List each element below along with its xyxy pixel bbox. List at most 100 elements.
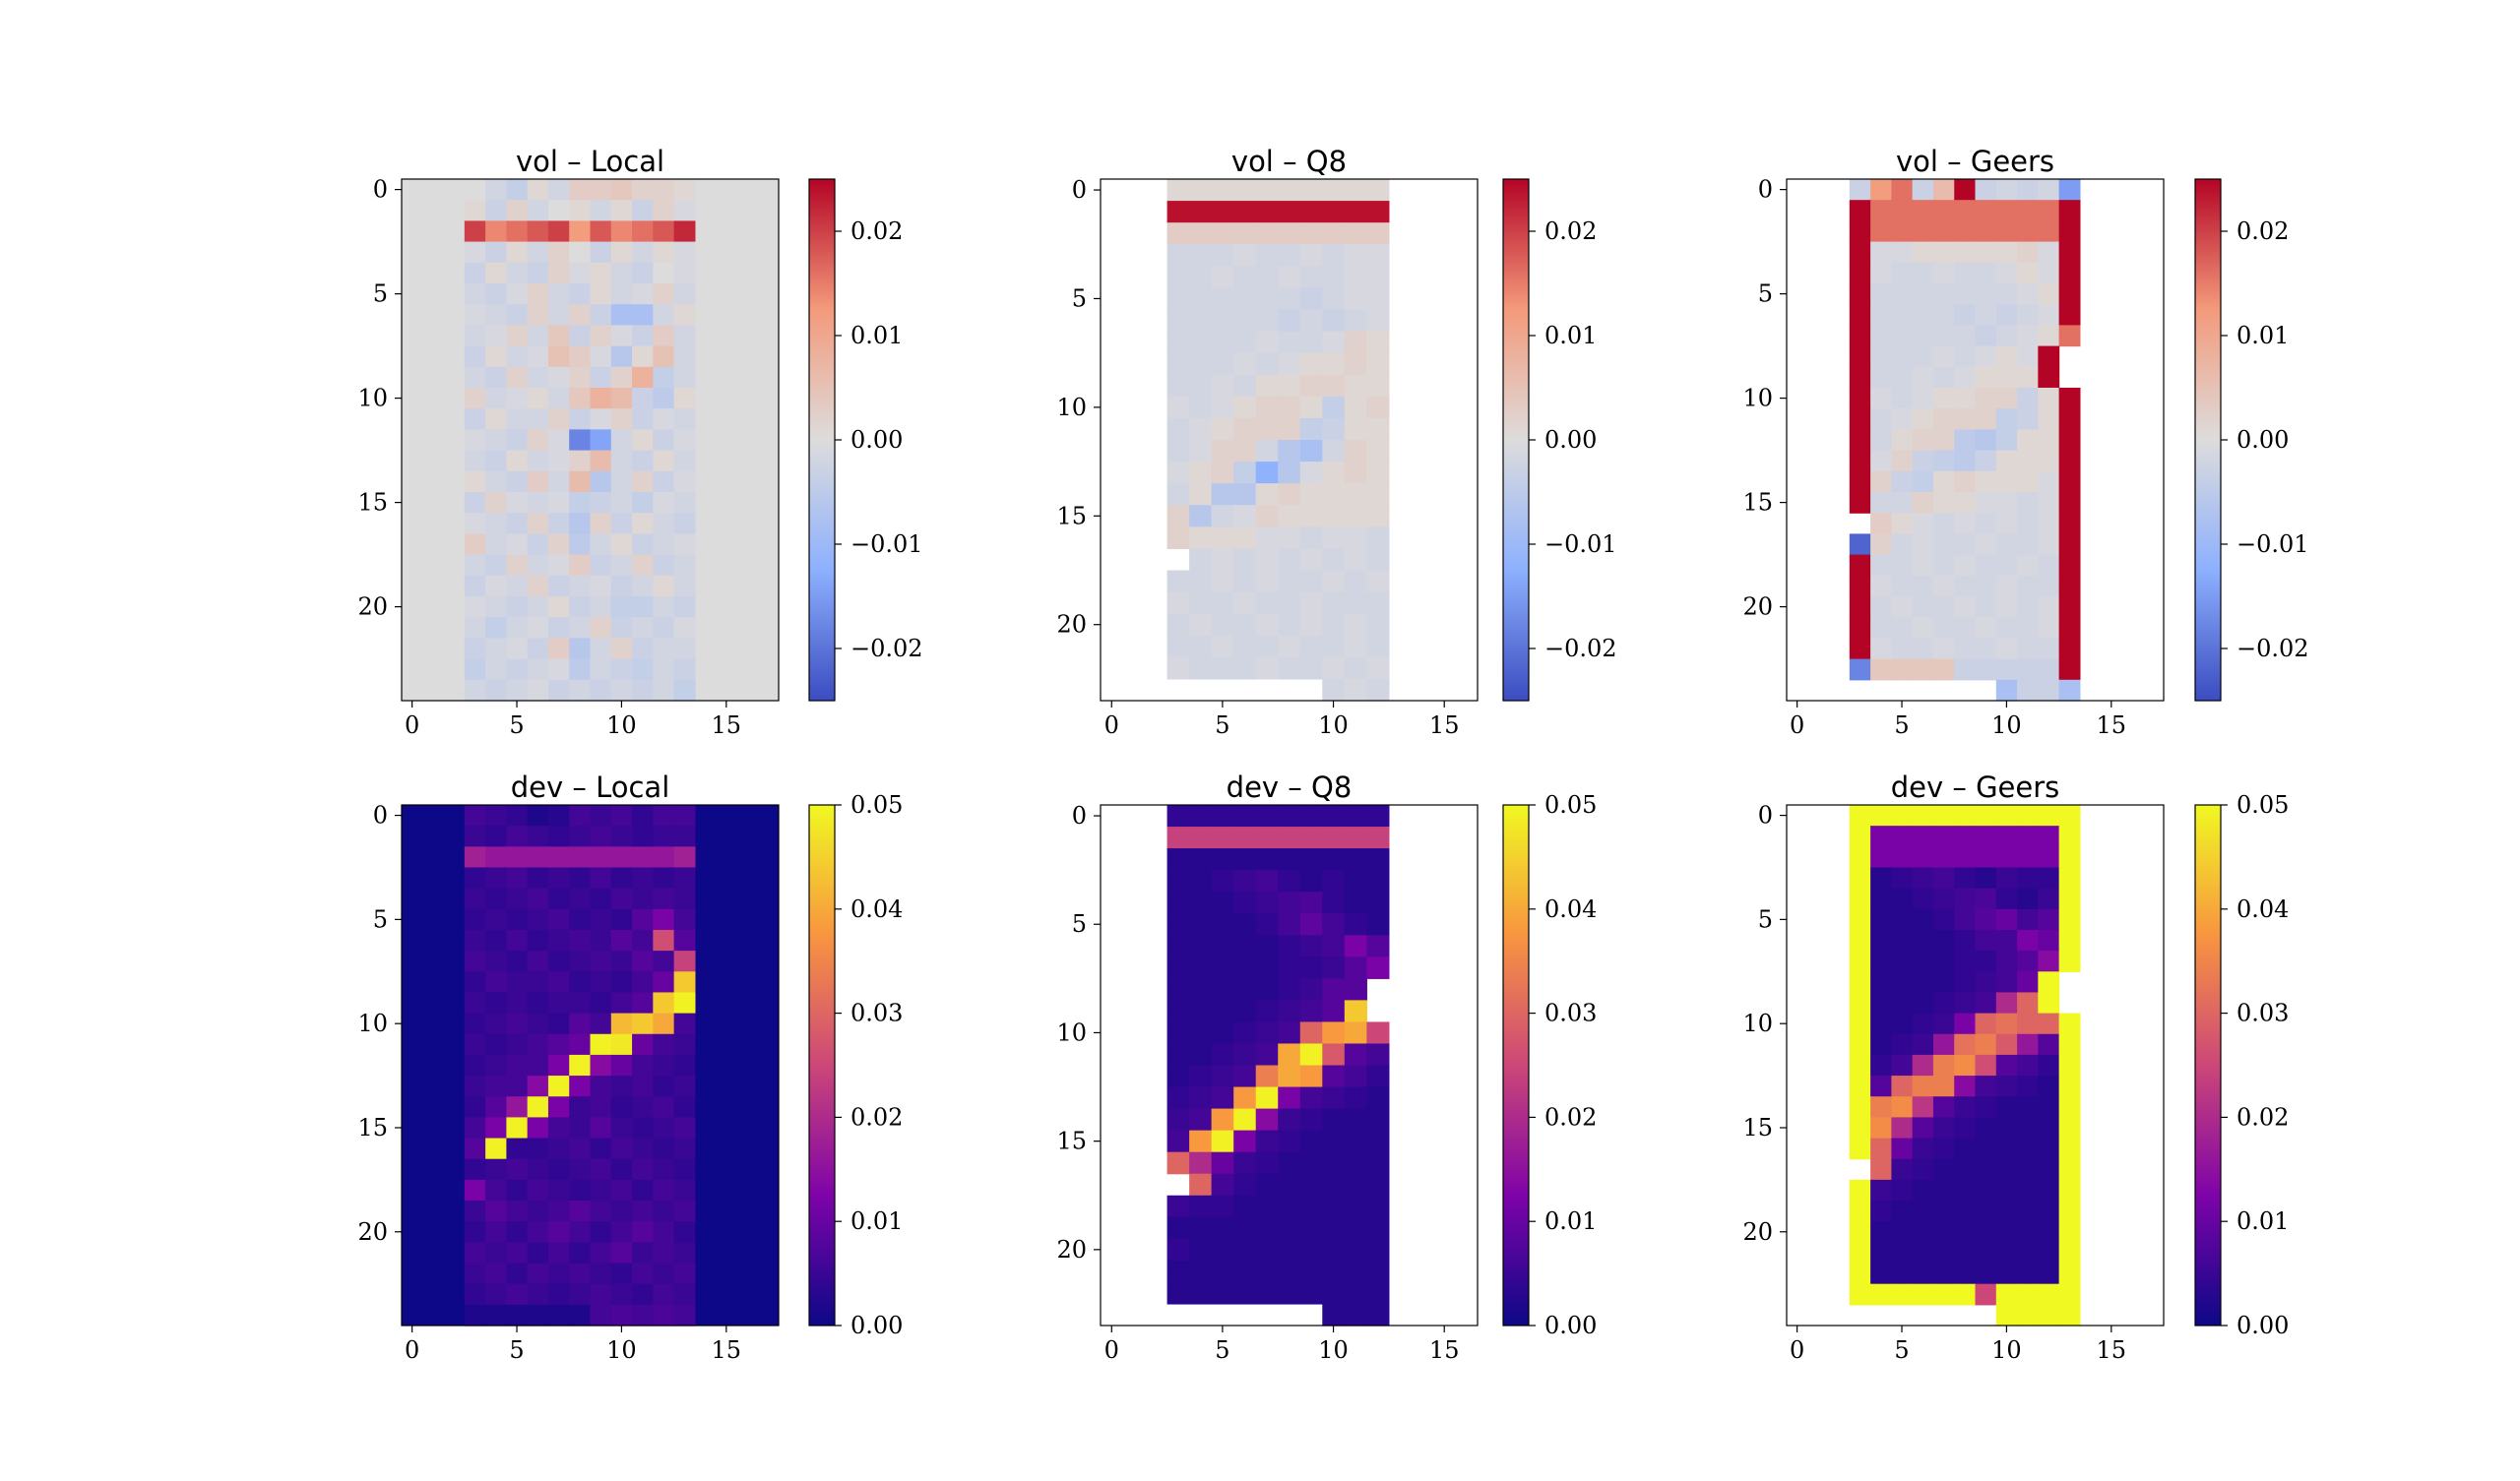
heatmap-cell — [632, 513, 654, 534]
heatmap-cell — [2017, 283, 2039, 305]
heatmap-cell — [1975, 408, 1997, 430]
heatmap-cell — [464, 951, 486, 972]
heatmap-cell — [527, 1283, 549, 1306]
heatmap-cell — [1995, 617, 2018, 639]
heatmap-cell — [547, 1221, 570, 1243]
heatmap-cell — [547, 1117, 570, 1140]
heatmap-cell — [590, 1013, 612, 1035]
heatmap-cell — [527, 366, 549, 389]
heatmap-cell — [506, 596, 529, 618]
heatmap-cell — [1912, 429, 1934, 452]
heatmap-cell — [2038, 533, 2060, 556]
heatmap-cell — [1891, 470, 1914, 493]
heatmap-cell — [1932, 575, 1955, 597]
heatmap-cell — [1166, 440, 1190, 463]
heatmap-cell — [506, 1076, 529, 1097]
heatmap-cell — [527, 1201, 549, 1222]
heatmap-cell — [1995, 241, 2018, 264]
heatmap-cell — [2038, 1117, 2060, 1140]
heatmap-cell — [527, 1033, 549, 1056]
heatmap-cell — [2017, 220, 2039, 243]
heatmap-cell — [1366, 1173, 1390, 1197]
heatmap-cell — [569, 1221, 592, 1243]
heatmap-cell — [610, 220, 633, 243]
heatmap-cell — [1995, 929, 2018, 952]
heatmap-cell — [1891, 179, 1914, 201]
heatmap-cell — [1322, 913, 1346, 936]
heatmap-cell — [1912, 325, 1934, 347]
heatmap-cell — [1322, 591, 1346, 615]
heatmap-cell — [1870, 638, 1892, 660]
heatmap-cell — [632, 1263, 654, 1285]
heatmap-cell — [1344, 1238, 1367, 1262]
heatmap-cell — [673, 888, 696, 910]
heatmap-cell — [569, 492, 592, 514]
heatmap-cell — [1299, 548, 1323, 572]
heatmap-cell — [632, 992, 654, 1015]
heatmap-cell — [1995, 826, 2018, 847]
heatmap-cell — [590, 325, 612, 347]
heatmap-cell — [1344, 935, 1367, 957]
heatmap-cell — [1278, 848, 1301, 871]
heatmap-cell — [1211, 440, 1234, 463]
heatmap-cell — [547, 388, 570, 409]
heatmap-cell — [547, 533, 570, 556]
heatmap-cell — [464, 325, 486, 347]
heatmap-cell — [653, 826, 675, 847]
heatmap-cell — [527, 429, 549, 452]
heatmap-cell — [464, 1304, 486, 1327]
heatmap-cell — [1995, 846, 2018, 869]
x-tick-label: 15 — [712, 711, 742, 739]
heatmap-cell — [2017, 1201, 2039, 1222]
heatmap-cell — [1299, 309, 1323, 333]
heatmap-cell — [1166, 309, 1190, 333]
heatmap-cell — [653, 429, 675, 452]
heatmap-cell — [590, 283, 612, 305]
heatmap-cell — [506, 805, 529, 827]
heatmap-cell — [1932, 929, 1955, 952]
heatmap-cell — [653, 1283, 675, 1306]
heatmap-cell — [1870, 826, 1892, 847]
heatmap-cell — [547, 826, 570, 847]
heatmap-cell — [1954, 241, 1977, 264]
colorbar-tick-label: 0.01 — [2236, 322, 2289, 349]
heatmap-cell — [2058, 325, 2081, 347]
heatmap-cell — [1299, 462, 1323, 484]
heatmap-cell — [2058, 1117, 2081, 1140]
heatmap-cell — [506, 366, 529, 389]
heatmap-cell — [506, 992, 529, 1015]
heatmap-cell — [527, 388, 549, 409]
heatmap-cells — [464, 179, 696, 702]
heatmap-cell — [1299, 570, 1323, 593]
heatmap-cell — [1255, 374, 1279, 398]
heatmap-cell — [1912, 283, 1934, 305]
heatmap-cell — [485, 554, 507, 577]
colorbar — [808, 804, 836, 1327]
heatmap-cell — [590, 617, 612, 639]
heatmap-cell — [1255, 526, 1279, 550]
heatmap-cell — [1870, 1221, 1892, 1243]
heatmap-cell — [1954, 1283, 1977, 1306]
heatmap-cell — [2017, 971, 2039, 994]
heatmap-cell — [569, 679, 592, 702]
heatmap-cell — [1299, 222, 1323, 245]
heatmap-cell — [1954, 888, 1977, 910]
heatmap-cell — [2038, 1033, 2060, 1056]
heatmap-cell — [1278, 1108, 1301, 1132]
heatmap-cell — [1322, 1065, 1346, 1088]
heatmap-cell — [1322, 805, 1346, 828]
heatmap-cell — [1322, 244, 1346, 267]
heatmap-cell — [1255, 956, 1279, 979]
heatmap-cells — [1166, 805, 1390, 1327]
heatmap-cell — [1891, 1076, 1914, 1097]
heatmap-cell — [1849, 450, 1871, 472]
heatmap-cell — [2038, 846, 2060, 869]
heatmap-cell — [590, 470, 612, 493]
heatmap-cell — [1849, 200, 1871, 221]
axes-frame — [401, 178, 780, 702]
heatmap-cell — [1344, 1303, 1367, 1327]
heatmap-cell — [2058, 951, 2081, 972]
heatmap-cell — [673, 1221, 696, 1243]
heatmap-cell — [527, 345, 549, 368]
heatmap-cell — [1322, 848, 1346, 871]
